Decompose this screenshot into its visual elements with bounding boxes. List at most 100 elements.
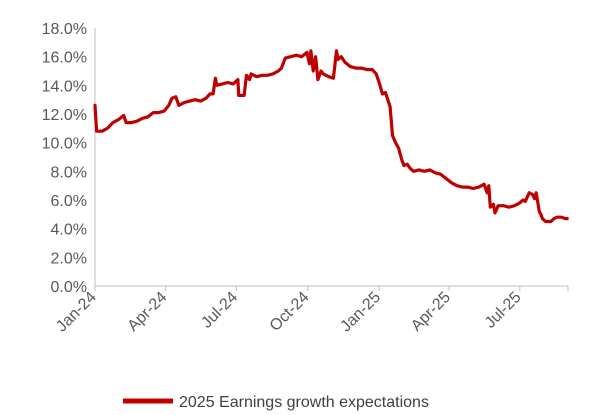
data-point <box>513 204 516 207</box>
data-point <box>566 217 569 220</box>
data-point <box>130 121 133 124</box>
data-point <box>388 105 392 109</box>
data-point <box>384 91 387 94</box>
data-point <box>314 55 317 58</box>
data-point <box>539 213 542 216</box>
data-point <box>124 121 128 124</box>
data-point <box>535 191 538 194</box>
data-point <box>319 69 323 73</box>
data-point <box>455 184 459 187</box>
data-point <box>423 170 426 173</box>
y-tick-label: 6.0% <box>51 193 87 210</box>
data-point <box>386 98 389 101</box>
data-point <box>466 185 469 189</box>
data-point <box>106 127 109 130</box>
data-point <box>141 117 144 120</box>
data-point <box>552 217 556 220</box>
x-tick-label: Apr-24 <box>125 289 171 335</box>
series-layer <box>93 49 569 224</box>
data-point <box>402 164 406 167</box>
data-point <box>117 118 120 121</box>
data-point <box>95 130 98 133</box>
data-point <box>378 84 382 87</box>
data-point <box>477 185 480 189</box>
data-point <box>236 78 240 81</box>
data-point <box>444 177 448 180</box>
data-point <box>215 84 219 87</box>
data-point <box>162 109 166 113</box>
data-point <box>549 220 553 223</box>
data-point <box>450 181 453 184</box>
data-point <box>518 201 521 205</box>
data-point <box>394 141 397 144</box>
data-point <box>135 120 139 123</box>
data-point <box>245 74 248 77</box>
data-point <box>412 170 415 173</box>
data-point <box>322 72 325 76</box>
data-point <box>100 130 104 133</box>
data-point <box>335 49 338 53</box>
data-point <box>406 163 409 166</box>
x-axis-tick-labels: Jan-24 Apr-24 Jul-24 Oct-24 Jan-25 Apr-25 Jul-… <box>53 289 525 336</box>
data-point <box>439 173 442 176</box>
x-tick-label: Oct-24 <box>267 289 313 335</box>
data-point <box>563 217 567 220</box>
data-point <box>544 220 547 223</box>
data-point <box>146 115 149 119</box>
data-point <box>211 92 215 96</box>
data-point <box>183 101 186 104</box>
data-point <box>305 51 309 54</box>
data-point <box>409 167 412 170</box>
data-point <box>289 55 292 58</box>
data-point <box>174 95 177 99</box>
y-axis-tick-labels: 0.0% 2.0% 4.0% 6.0% 8.0% 10.0% 12.0% 14.0% 16.0%… <box>42 21 87 296</box>
data-point <box>531 193 534 196</box>
y-tick-label: 18.0% <box>42 21 87 38</box>
data-point <box>170 97 174 100</box>
data-point <box>560 216 563 219</box>
data-point <box>316 78 320 81</box>
y-tick-label: 4.0% <box>51 222 87 239</box>
data-point <box>400 158 403 162</box>
data-point <box>365 68 368 71</box>
data-point <box>533 197 536 200</box>
y-tick-label: 14.0% <box>42 78 87 95</box>
data-point <box>428 168 431 172</box>
data-point <box>237 94 240 97</box>
data-point <box>493 211 497 215</box>
data-point <box>336 58 340 61</box>
data-point <box>204 97 208 100</box>
data-point <box>502 204 505 207</box>
data-point <box>214 77 217 80</box>
data-point <box>360 66 363 70</box>
data-point <box>232 82 235 86</box>
data-point <box>482 183 486 186</box>
data-point <box>541 217 544 220</box>
data-point <box>295 54 298 57</box>
data-point <box>472 187 475 190</box>
data-point <box>486 191 489 194</box>
data-point <box>312 69 315 73</box>
data-point <box>122 114 125 117</box>
data-point <box>242 94 246 97</box>
data-point <box>354 66 358 70</box>
y-tick-label: 8.0% <box>51 164 87 181</box>
data-point <box>111 121 115 124</box>
data-point <box>487 184 490 187</box>
data-point <box>221 82 224 86</box>
data-point <box>555 216 559 219</box>
data-point <box>489 206 492 209</box>
data-point <box>300 55 303 58</box>
data-point <box>188 99 191 103</box>
data-point <box>280 66 283 70</box>
data-point <box>434 171 437 174</box>
y-tick-label: 2.0% <box>51 250 87 267</box>
data-point <box>271 72 275 76</box>
legend-label-2025-earnings-growth: 2025 Earnings growth expectations <box>179 394 429 411</box>
data-point <box>248 78 251 81</box>
data-point <box>157 111 160 114</box>
data-point <box>266 74 269 77</box>
data-point <box>381 92 384 96</box>
x-axis-tick-marks <box>94 286 569 291</box>
data-point <box>538 210 541 213</box>
